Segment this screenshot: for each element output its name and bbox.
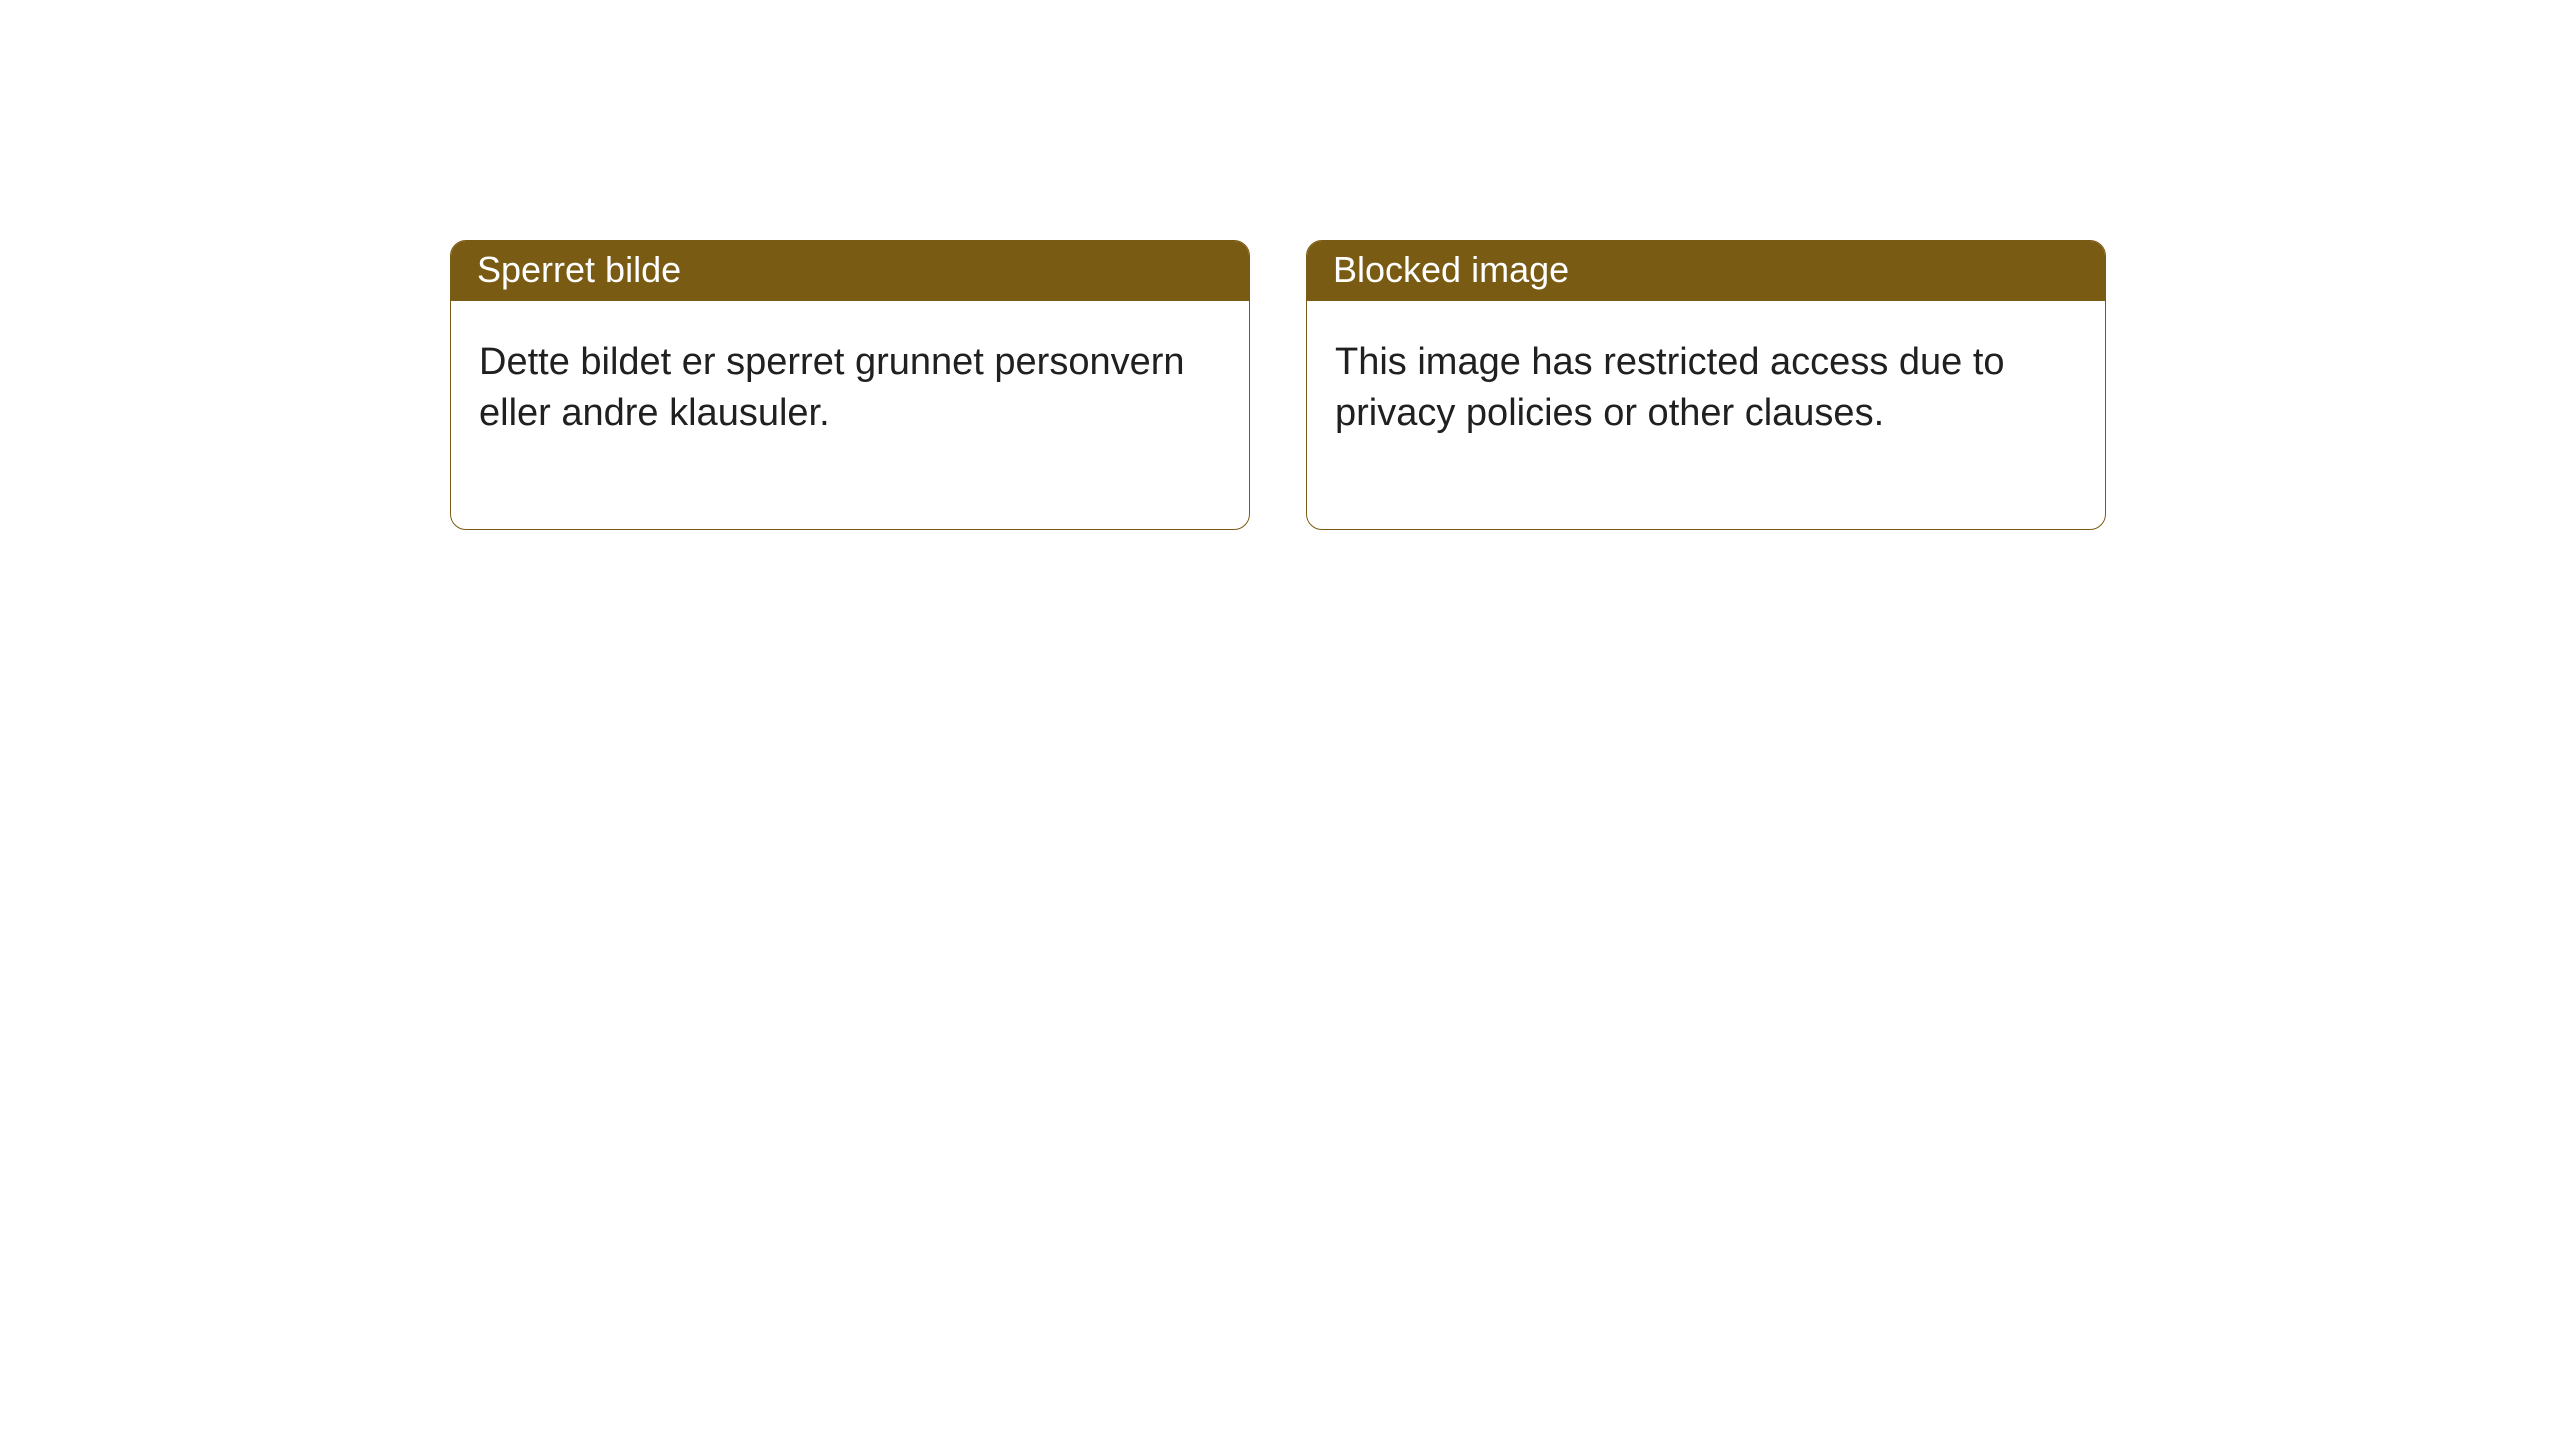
notice-card-en: Blocked image This image has restricted … [1306, 240, 2106, 530]
card-body-text: This image has restricted access due to … [1335, 341, 2005, 434]
card-header: Blocked image [1307, 241, 2105, 301]
card-body-text: Dette bildet er sperret grunnet personve… [479, 341, 1185, 434]
notice-cards-container: Sperret bilde Dette bildet er sperret gr… [450, 240, 2106, 530]
card-title: Sperret bilde [477, 249, 681, 290]
card-title: Blocked image [1333, 249, 1569, 290]
card-body: Dette bildet er sperret grunnet personve… [451, 301, 1249, 529]
notice-card-no: Sperret bilde Dette bildet er sperret gr… [450, 240, 1250, 530]
card-body: This image has restricted access due to … [1307, 301, 2105, 529]
card-header: Sperret bilde [451, 241, 1249, 301]
